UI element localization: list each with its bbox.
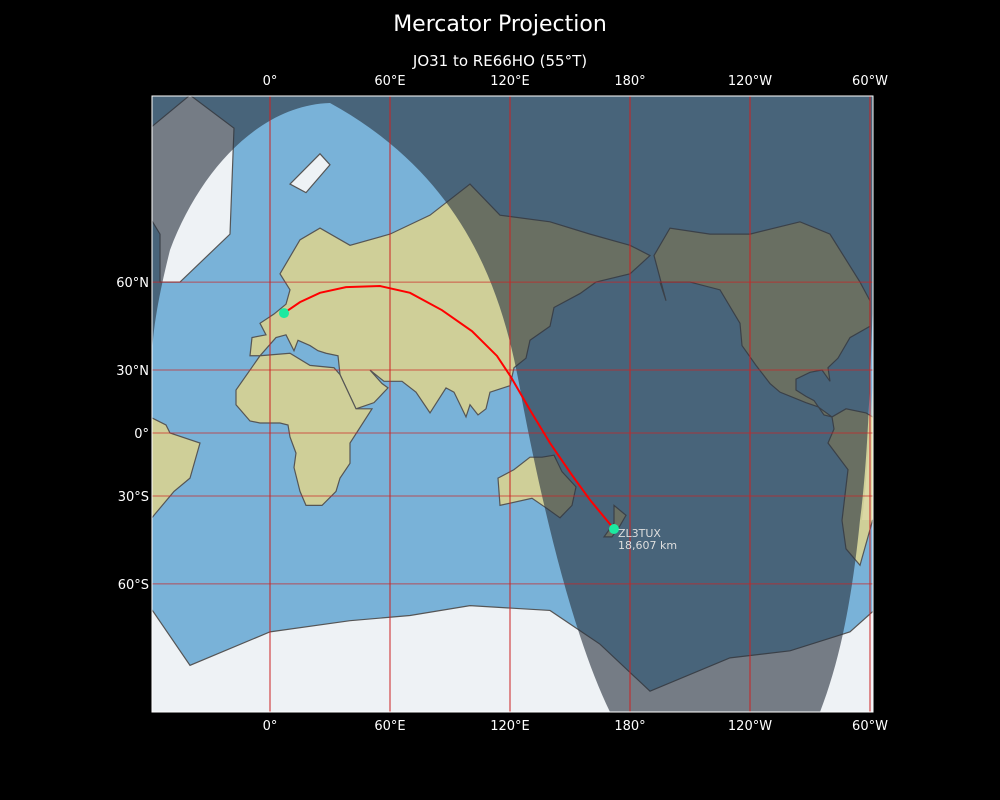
end-callsign-label: ZL3TUX (618, 527, 661, 540)
lat-tick-label: 30°N (116, 364, 149, 379)
map-subtitle: JO31 to RE66HO (55°T) (412, 52, 588, 70)
bottom-lon-tick-label: 180° (614, 719, 645, 734)
great-circle-path (283, 285, 615, 530)
top-lon-tick-label: 60°W (852, 74, 888, 89)
lat-tick-label: 0° (134, 427, 149, 442)
bottom-lon-tick-label: 60°W (852, 719, 888, 734)
top-lon-tick-label: 180° (614, 74, 645, 89)
end-marker[interactable] (609, 523, 619, 534)
lat-tick-label: 60°N (116, 276, 149, 291)
map-frame (151, 95, 874, 713)
axis-ticks: 0° 0° 60°E 60°E 120°E 120°E 180° 180° 120°W 120°W… (116, 74, 888, 734)
bottom-lon-tick-label: 0° (263, 719, 278, 734)
top-lon-tick-label: 60°E (374, 74, 405, 89)
night-region (152, 96, 873, 712)
land-south-america-east (152, 417, 201, 519)
map-title: Mercator Projection (393, 12, 607, 37)
bottom-lon-tick-label: 120°W (728, 719, 772, 734)
land-arctic-islands (289, 152, 331, 194)
end-distance-label: 18,607 km (618, 539, 677, 552)
lat-tick-label: 30°S (118, 490, 149, 505)
top-lon-tick-label: 120°W (728, 74, 772, 89)
bottom-lon-tick-label: 60°E (374, 719, 405, 734)
bottom-lon-tick-label: 120°E (490, 719, 530, 734)
lat-tick-label: 60°S (118, 578, 149, 593)
top-lon-tick-label: 120°E (490, 74, 530, 89)
start-marker[interactable] (279, 308, 289, 319)
graticule (152, 96, 873, 712)
top-lon-tick-label: 0° (263, 74, 278, 89)
